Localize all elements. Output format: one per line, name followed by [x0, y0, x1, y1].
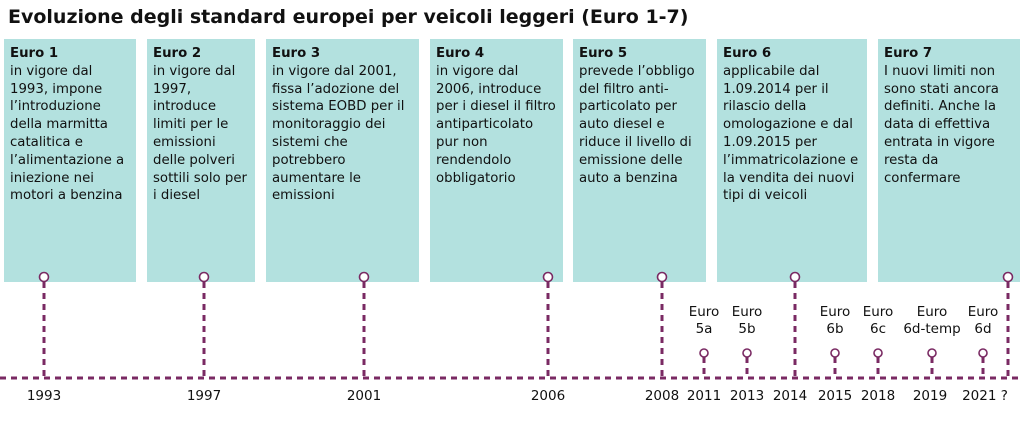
marker-euro-5a: [699, 348, 709, 358]
standard-description: in vigore dal 2006, introduce per i dies…: [436, 63, 556, 186]
milestone-connectors: [42, 282, 1010, 378]
sub-standard-euro-6b: Euro 6b: [819, 304, 851, 337]
sub-standard-euro-5b: Euro 5b: [731, 304, 763, 337]
marker-euro-6: [789, 271, 801, 283]
year-label: 2008: [644, 388, 680, 404]
standard-name: Euro 1: [10, 46, 59, 61]
euro-1-box: Euro 1 in vigore dal 1993, impone l’intr…: [4, 39, 136, 282]
sub-standard-euro-6d-temp: Euro 6d-temp: [903, 304, 961, 337]
year-label: 2021 ?: [962, 388, 1008, 404]
euro-4-box: Euro 4 in vigore dal 2006, introduce per…: [430, 39, 563, 282]
sub-standard-euro-5a: Euro 5a: [688, 304, 720, 337]
year-label: 1997: [186, 388, 222, 404]
marker-euro-1: [38, 271, 50, 283]
standard-description: in vigore dal 2001, fissa l’adozione del…: [272, 63, 405, 204]
standard-description: in vigore dal 1997, introduce limiti per…: [153, 63, 248, 204]
standard-description: prevede l’obbligo del filtro anti-partic…: [579, 63, 695, 186]
euro-6-box: Euro 6 applicabile dal 1.09.2014 per il …: [717, 39, 867, 282]
milestone-markers: [38, 271, 1014, 358]
standard-description: applicabile dal 1.09.2014 per il rilasci…: [723, 63, 859, 204]
marker-euro-6d-temp: [927, 348, 937, 358]
standard-name: Euro 2: [153, 46, 202, 61]
euro-3-box: Euro 3 in vigore dal 2001, fissa l’adozi…: [266, 39, 419, 282]
euro-7-box: Euro 7 I nuovi limiti non sono stati anc…: [878, 39, 1020, 282]
marker-euro-3: [358, 271, 370, 283]
standard-name: Euro 3: [272, 46, 321, 61]
marker-euro-6b: [830, 348, 840, 358]
euro-2-box: Euro 2 in vigore dal 1997, introduce lim…: [147, 39, 255, 282]
standard-name: Euro 7: [884, 46, 933, 61]
sub-standard-euro-6d: Euro 6d: [967, 304, 999, 337]
standard-name: Euro 6: [723, 46, 772, 61]
marker-euro-6d: [978, 348, 988, 358]
year-label: 2006: [530, 388, 566, 404]
marker-euro-6c: [873, 348, 883, 358]
marker-euro-5: [656, 271, 668, 283]
standard-name: Euro 5: [579, 46, 628, 61]
marker-euro-5b: [742, 348, 752, 358]
year-label: 1993: [26, 388, 62, 404]
standard-description: in vigore dal 1993, impone l’introduzion…: [10, 63, 125, 204]
marker-euro-7: [1002, 271, 1014, 283]
standard-description: I nuovi limiti non sono stati ancora def…: [884, 63, 999, 186]
year-label: 2013: [729, 388, 765, 404]
year-label: 2011: [686, 388, 722, 404]
diagram-title: Evoluzione degli standard europei per ve…: [8, 6, 689, 28]
euro-5-box: Euro 5 prevede l’obbligo del filtro anti…: [573, 39, 706, 282]
year-label: 2014: [772, 388, 808, 404]
marker-euro-4: [542, 271, 554, 283]
marker-euro-2: [198, 271, 210, 283]
year-label: 2001: [346, 388, 382, 404]
year-label: 2015: [817, 388, 853, 404]
sub-standard-euro-6c: Euro 6c: [862, 304, 894, 337]
standard-name: Euro 4: [436, 46, 485, 61]
year-label: 2019: [912, 388, 948, 404]
year-label: 2018: [860, 388, 896, 404]
